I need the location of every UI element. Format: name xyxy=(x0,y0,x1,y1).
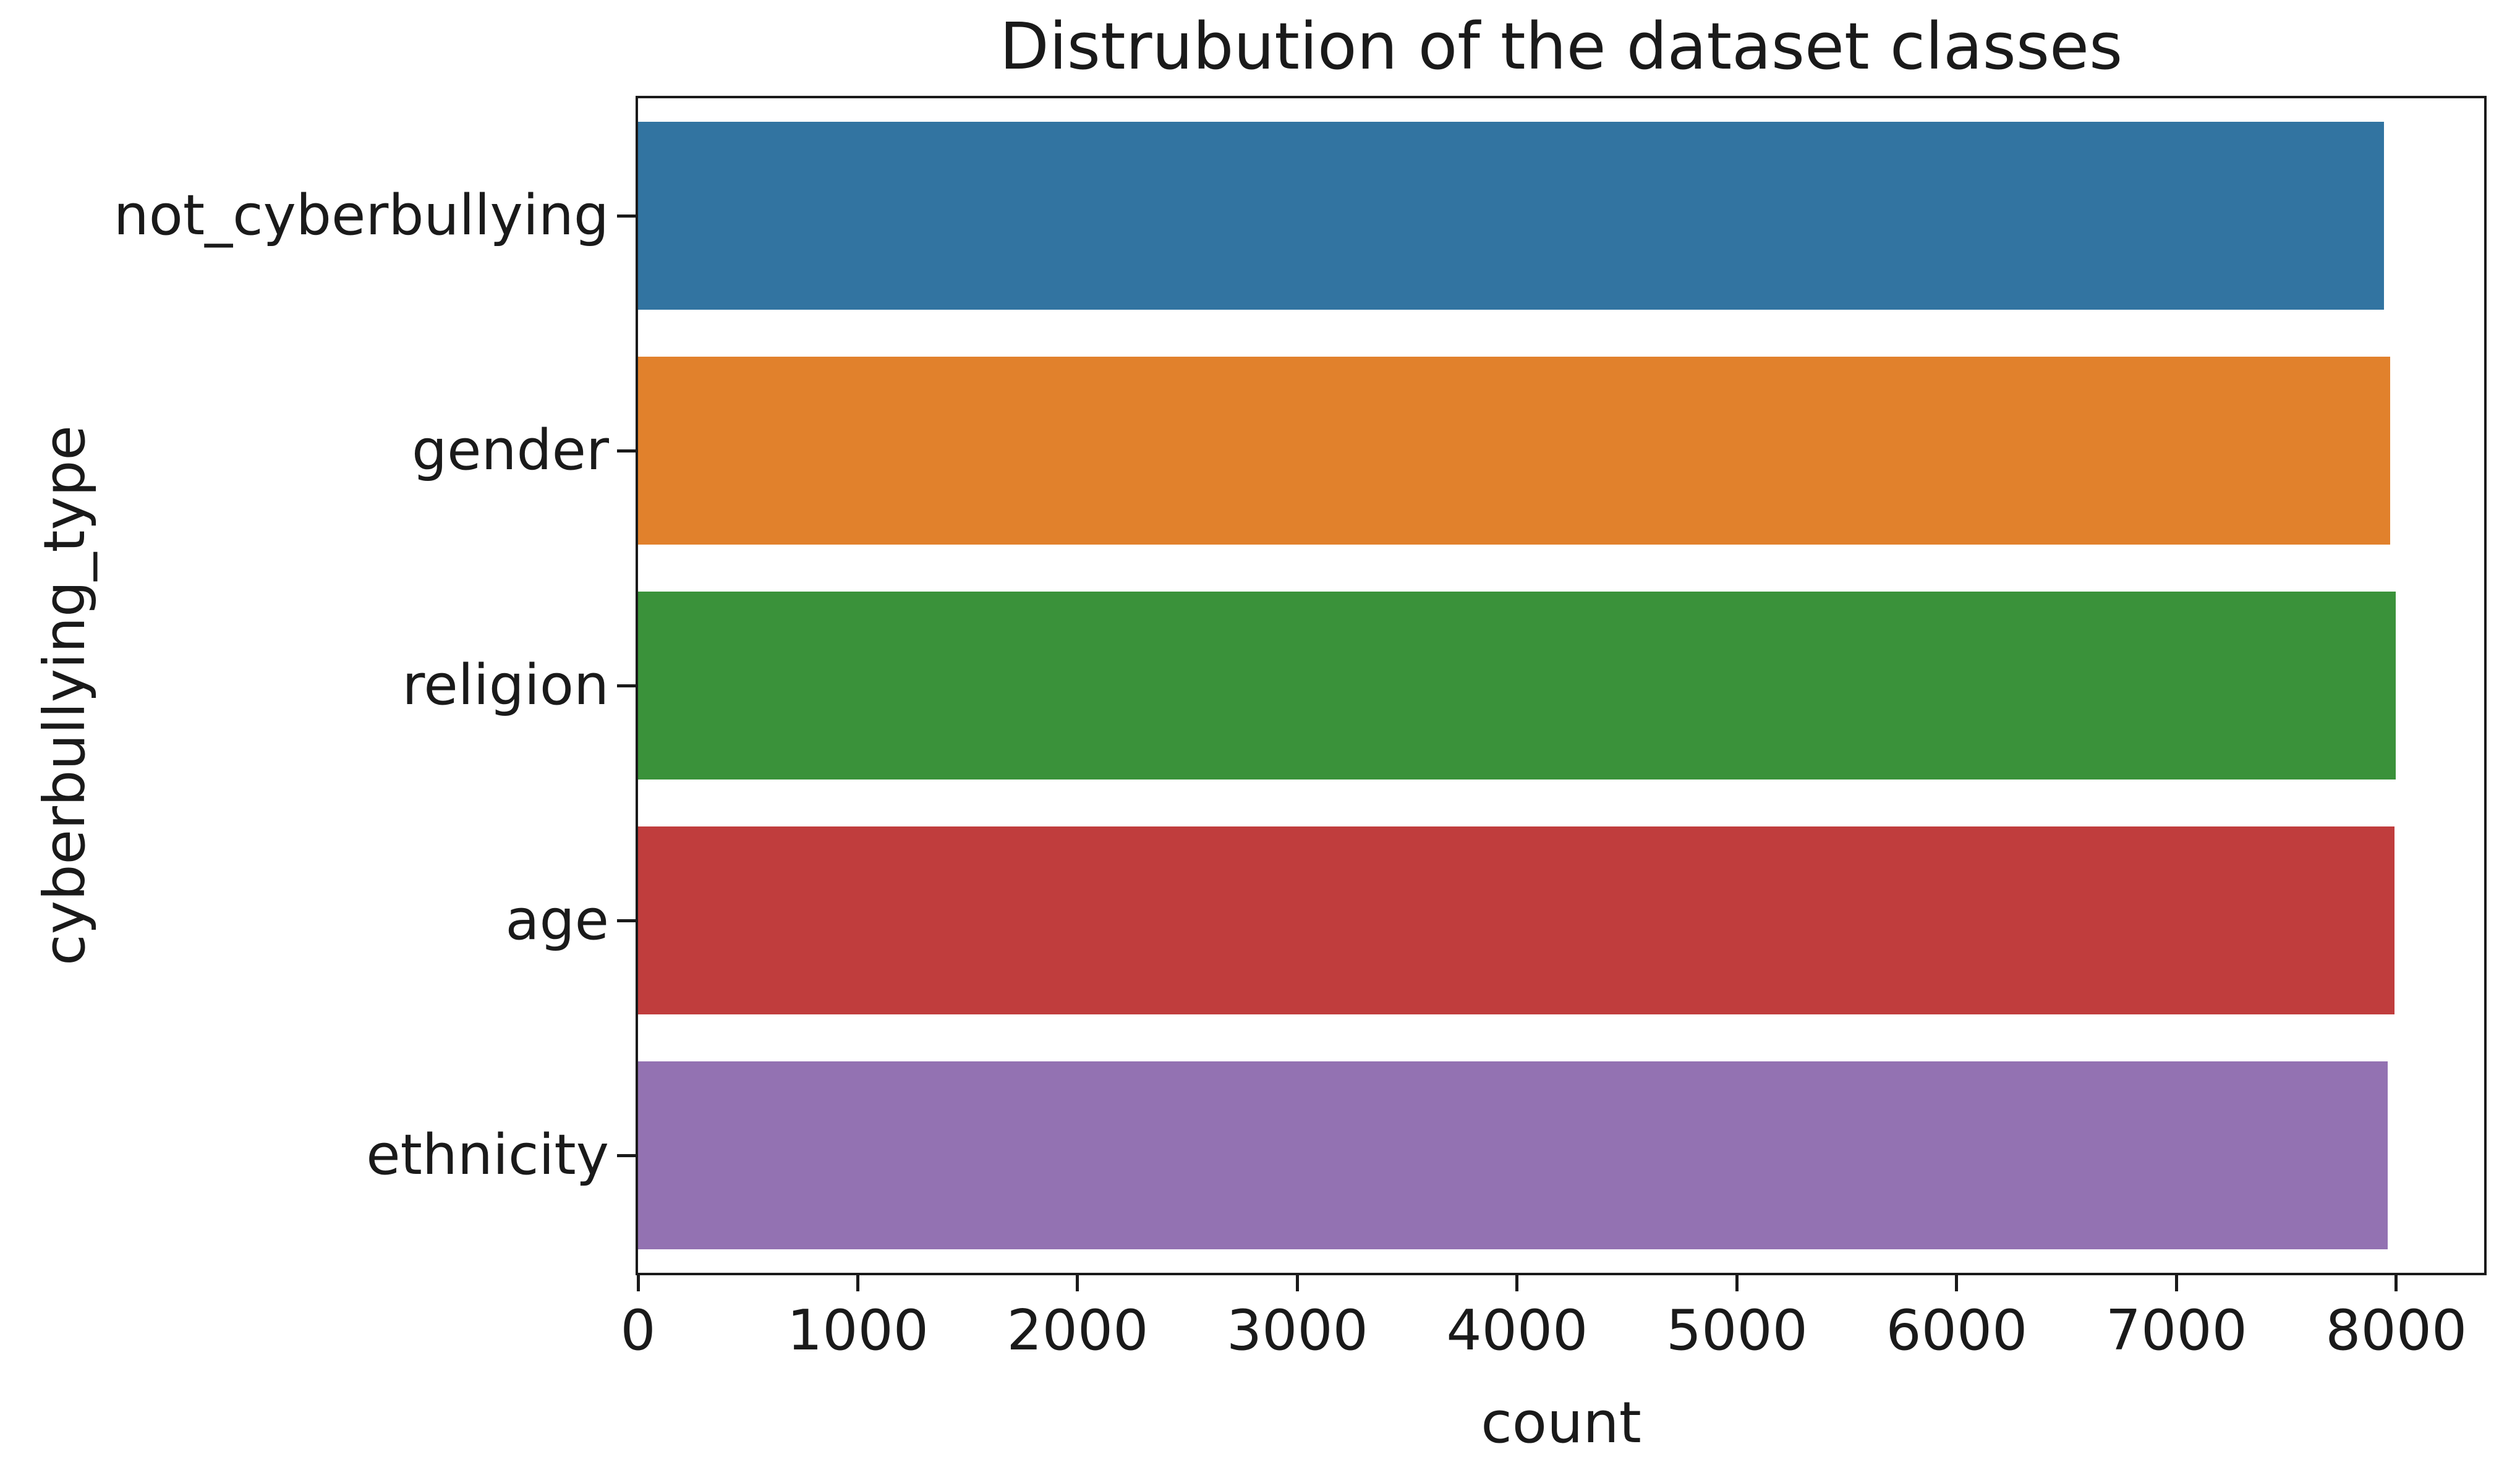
x-tick-label-2000: 2000 xyxy=(1007,1298,1149,1363)
y-tick-mark xyxy=(617,919,636,922)
x-tick-mark xyxy=(1955,1275,1959,1291)
x-tick-label-5000: 5000 xyxy=(1666,1298,1808,1363)
x-tick-label-3000: 3000 xyxy=(1226,1298,1368,1363)
x-tick-label-0: 0 xyxy=(620,1298,656,1363)
x-tick-mark xyxy=(636,1275,640,1291)
y-tick-label-age: age xyxy=(505,888,609,953)
y-tick-mark xyxy=(617,214,636,218)
bar-not_cyberbullying xyxy=(638,122,2385,310)
x-tick-label-7000: 7000 xyxy=(2105,1298,2247,1363)
y-tick-label-gender: gender xyxy=(411,418,609,483)
x-tick-label-4000: 4000 xyxy=(1446,1298,1588,1363)
y-tick-label-not_cyberbullying: not_cyberbullying xyxy=(113,183,609,248)
bar-ethnicity xyxy=(638,1061,2388,1249)
x-tick-mark xyxy=(1515,1275,1519,1291)
y-tick-mark xyxy=(617,449,636,452)
bar-religion xyxy=(638,592,2396,779)
x-tick-mark xyxy=(2394,1275,2398,1291)
plot-area xyxy=(636,96,2487,1275)
y-tick-mark xyxy=(617,684,636,687)
x-tick-mark xyxy=(2174,1275,2178,1291)
x-tick-label-8000: 8000 xyxy=(2325,1298,2467,1363)
y-tick-label-religion: religion xyxy=(402,653,609,718)
bar-age xyxy=(638,826,2394,1014)
x-tick-mark xyxy=(1295,1275,1299,1291)
x-tick-label-1000: 1000 xyxy=(786,1298,929,1363)
x-tick-mark xyxy=(1076,1275,1079,1291)
x-axis-label: count xyxy=(1481,1390,1641,1456)
x-tick-mark xyxy=(1735,1275,1739,1291)
x-tick-mark xyxy=(856,1275,859,1291)
y-tick-label-ethnicity: ethnicity xyxy=(366,1123,609,1187)
chart-title: Distrubution of the dataset classes xyxy=(999,9,2123,84)
bar-gender xyxy=(638,357,2391,545)
y-tick-mark xyxy=(617,1153,636,1157)
x-tick-label-6000: 6000 xyxy=(1886,1298,2028,1363)
